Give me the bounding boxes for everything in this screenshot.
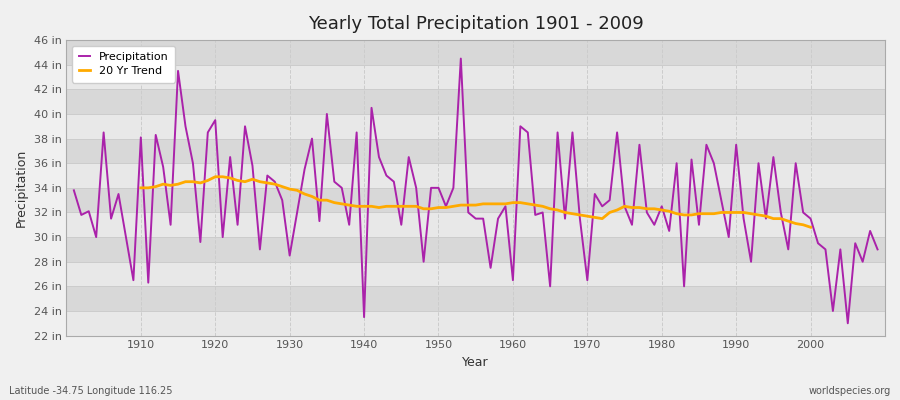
Precipitation: [842, 321, 853, 326]
Precipitation: [128, 278, 139, 282]
Bar: [67, 188, 885, 212]
Precipitation: [508, 278, 518, 282]
20 Yr Trend: [314, 198, 325, 202]
Line: 20 Yr Trend: 20 Yr Trend: [140, 177, 811, 227]
Bar: [67, 114, 885, 139]
X-axis label: Year: Year: [463, 356, 489, 369]
Precipitation: [515, 124, 526, 129]
Precipitation: [872, 247, 883, 252]
20 Yr Trend: [797, 222, 808, 227]
Bar: [67, 40, 885, 65]
Bar: [67, 212, 885, 237]
Legend: Precipitation, 20 Yr Trend: Precipitation, 20 Yr Trend: [72, 46, 176, 82]
20 Yr Trend: [225, 176, 236, 180]
20 Yr Trend: [806, 225, 816, 230]
Text: worldspecies.org: worldspecies.org: [809, 386, 891, 396]
20 Yr Trend: [708, 211, 719, 216]
20 Yr Trend: [210, 174, 220, 179]
Bar: [67, 237, 885, 262]
Bar: [67, 139, 885, 163]
Bar: [67, 286, 885, 311]
Precipitation: [292, 210, 302, 215]
Bar: [67, 311, 885, 336]
Precipitation: [604, 198, 615, 202]
20 Yr Trend: [790, 221, 801, 226]
Precipitation: [455, 56, 466, 61]
Bar: [67, 89, 885, 114]
Text: Latitude -34.75 Longitude 116.25: Latitude -34.75 Longitude 116.25: [9, 386, 173, 396]
Precipitation: [337, 186, 347, 190]
Bar: [67, 65, 885, 89]
Title: Yearly Total Precipitation 1901 - 2009: Yearly Total Precipitation 1901 - 2009: [308, 15, 644, 33]
Line: Precipitation: Precipitation: [74, 58, 878, 323]
Y-axis label: Precipitation: Precipitation: [15, 149, 28, 227]
Bar: [67, 163, 885, 188]
Precipitation: [68, 188, 79, 193]
20 Yr Trend: [299, 192, 310, 196]
Bar: [67, 262, 885, 286]
20 Yr Trend: [135, 186, 146, 190]
